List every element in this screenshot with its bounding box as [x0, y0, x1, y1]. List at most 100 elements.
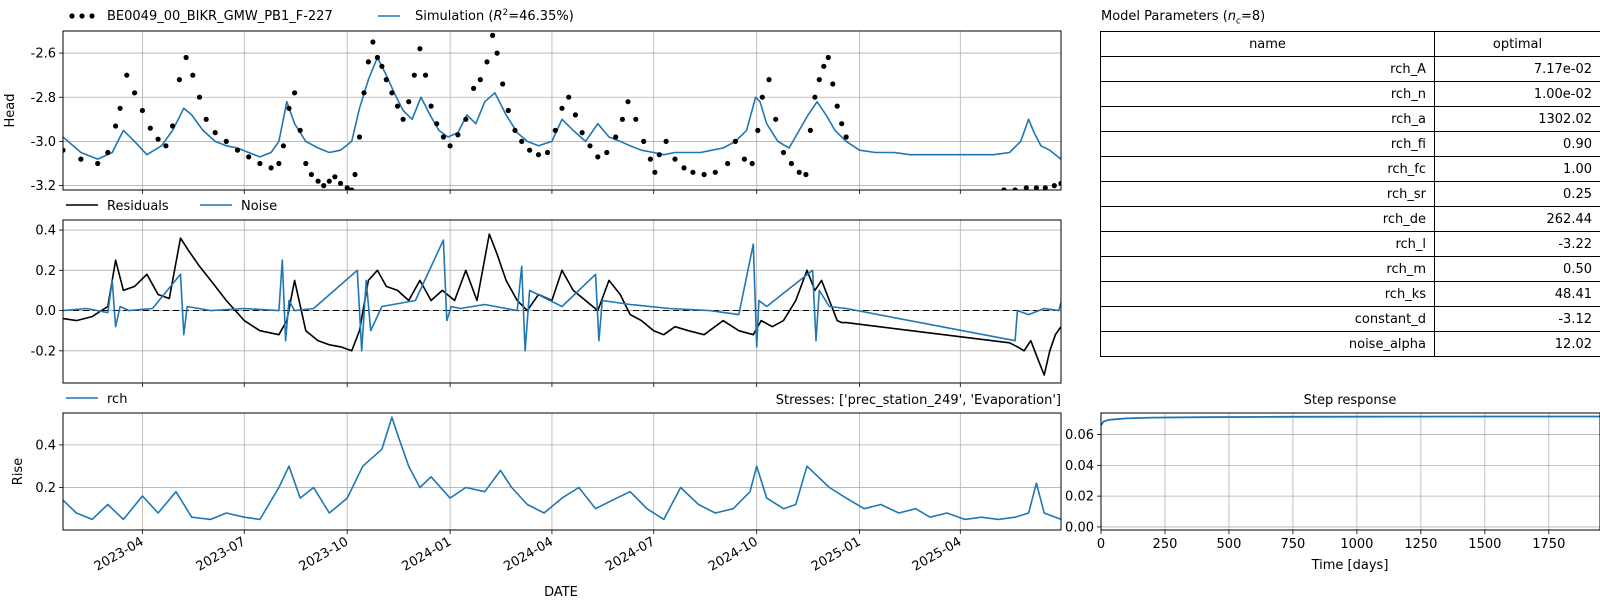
param-optimal: -3.22	[1434, 231, 1600, 257]
param-optimal: 0.90	[1434, 131, 1600, 157]
col-name-header: name	[1100, 31, 1435, 57]
x-tick-label: 2025-04	[910, 534, 965, 574]
xlabel-date: DATE	[544, 585, 578, 600]
param-name: noise_alpha	[1100, 331, 1435, 357]
observation-point	[434, 121, 440, 127]
observation-point	[512, 127, 518, 133]
observation-point	[370, 39, 376, 45]
observation-point	[604, 149, 610, 156]
parameter-table: name optimal rch_A 7.17e-02 rch_n 1.00e-02 r…	[1100, 31, 1600, 357]
param-name: rch_fc	[1100, 156, 1435, 182]
x-tick-label: 2024-04	[501, 534, 556, 574]
x-tick-label: 2023-07	[194, 534, 249, 574]
recharge-axes: 0.2 0.4 2023-04 2023-07 2023-10 2024-01 2024-0…	[11, 412, 1062, 575]
observation-point	[566, 94, 572, 100]
observation-point	[741, 156, 748, 162]
observation-point	[1001, 187, 1007, 190]
y-tick-label: 0.00	[1065, 520, 1094, 535]
observation-point	[223, 138, 229, 144]
observation-point	[656, 152, 662, 158]
param-optimal: -3.12	[1434, 306, 1600, 332]
residuals-plot-area	[63, 233, 1061, 376]
simulation-line	[63, 56, 1061, 160]
legend-residuals-label: Residuals	[107, 199, 169, 214]
observation-point	[78, 156, 84, 162]
head-ylabel: Head	[3, 94, 18, 128]
observation-point	[613, 134, 619, 140]
observation-point	[773, 116, 779, 122]
table-row: rch_n 1.00e-02	[1100, 81, 1600, 107]
x-tick-label: 1250	[1404, 537, 1437, 552]
rch-line	[63, 416, 1061, 521]
observation-point	[257, 160, 263, 167]
observation-point	[321, 183, 327, 189]
observation-point	[463, 116, 469, 122]
param-optimal: 1.00	[1434, 156, 1600, 182]
observation-point	[147, 125, 153, 131]
observation-point	[400, 116, 406, 122]
observation-point	[303, 160, 309, 167]
observation-point	[406, 99, 412, 105]
observation-point	[701, 171, 707, 178]
y-tick-label: -0.2	[31, 344, 56, 359]
observation-point	[552, 127, 558, 133]
table-row: rch_ks 48.41	[1100, 281, 1600, 307]
x-tick-label: 2024-01	[400, 534, 455, 574]
observation-point	[500, 81, 506, 87]
param-name: rch_m	[1100, 256, 1435, 282]
observation-point	[1051, 183, 1057, 189]
y-tick-label: 0.0	[35, 304, 56, 319]
head-axes: -3.2 -3.0 -2.8 -2.6 Head	[3, 30, 1062, 194]
observation-point	[625, 99, 631, 105]
observation-point	[132, 90, 138, 96]
observation-point	[559, 105, 565, 111]
x-tick-label: 1500	[1468, 537, 1501, 552]
observation-point	[196, 94, 203, 100]
rise-ylabel: Rise	[11, 458, 26, 485]
table-row: constant_d -3.12	[1100, 306, 1600, 332]
step-xlabel: Time [days]	[1311, 558, 1389, 573]
observation-point	[183, 54, 189, 61]
param-name: rch_ks	[1100, 281, 1435, 307]
param-optimal: 12.02	[1434, 331, 1600, 357]
observation-point	[519, 138, 525, 144]
observation-point	[1058, 180, 1061, 186]
observation-point	[139, 107, 145, 114]
observation-point	[337, 180, 344, 186]
observation-point	[587, 143, 593, 149]
table-row: rch_m 0.50	[1100, 256, 1600, 282]
y-tick-label: 0.2	[35, 264, 56, 279]
y-tick-label: 0.06	[1065, 428, 1094, 443]
observation-point	[246, 154, 252, 160]
observation-point	[595, 154, 601, 160]
observation-point	[544, 149, 551, 156]
y-tick-label: 0.04	[1065, 459, 1094, 474]
param-optimal: 48.41	[1434, 281, 1600, 307]
x-tick-label: 2023-10	[297, 534, 352, 574]
y-tick-label: 0.4	[35, 438, 56, 453]
observation-point	[766, 77, 772, 83]
param-optimal: 1.00e-02	[1434, 81, 1600, 107]
table-row: rch_A 7.17e-02	[1100, 56, 1600, 82]
observation-point	[422, 72, 429, 78]
observation-point	[641, 138, 647, 144]
observation-point	[365, 59, 371, 65]
params-title: Model Parameters (nc=8)	[1101, 9, 1266, 27]
observation-point	[803, 171, 809, 178]
observation-point	[203, 116, 209, 122]
observation-point	[834, 103, 840, 109]
param-name: rch_n	[1100, 81, 1435, 107]
param-name: rch_A	[1100, 56, 1435, 82]
observation-point	[95, 160, 101, 167]
observation-point	[163, 143, 169, 149]
table-row: rch_sr 0.25	[1100, 181, 1600, 207]
observation-point	[1042, 185, 1048, 190]
stresses-label: Stresses: ['prec_station_249', 'Evaporat…	[776, 393, 1061, 408]
observation-point	[190, 72, 196, 78]
observation-point	[839, 121, 845, 127]
observation-point	[234, 147, 241, 153]
observation-point	[117, 105, 123, 111]
axes-frame	[62, 219, 1062, 384]
observation-point	[379, 63, 385, 69]
observation-point	[484, 59, 490, 65]
